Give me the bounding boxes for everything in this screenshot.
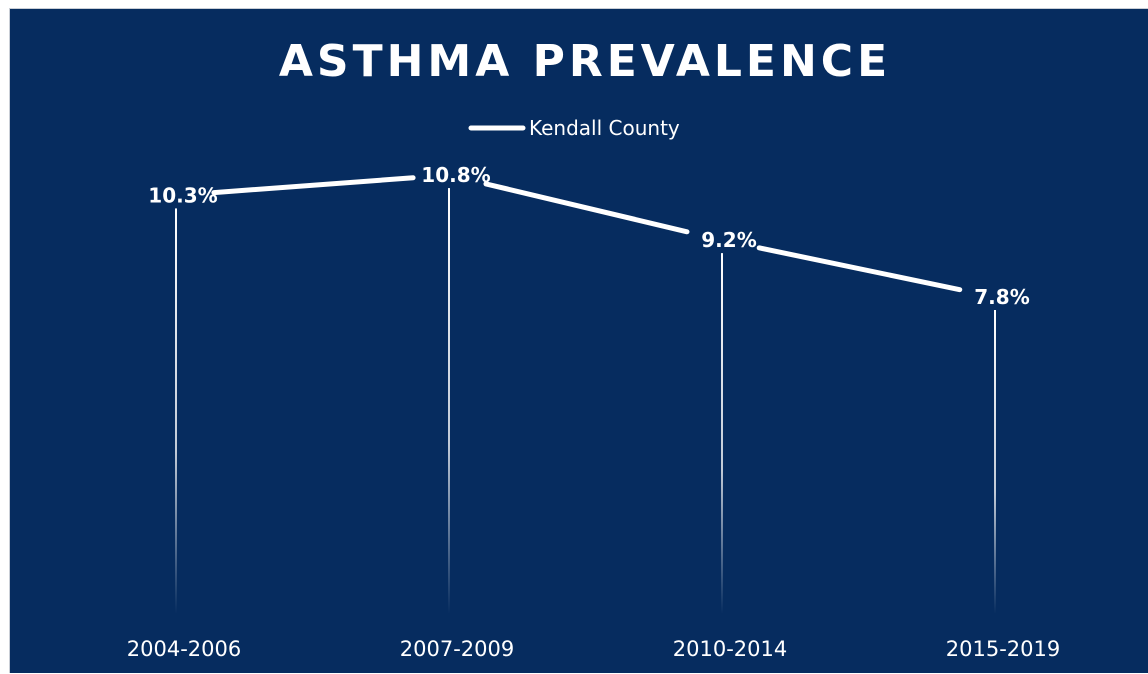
x-tick-label-2: 2007-2009 (400, 637, 514, 661)
legend: Kendall County (468, 116, 680, 140)
drop-line-2 (448, 188, 450, 614)
series-segment-3 (756, 245, 963, 293)
series-line (211, 175, 963, 293)
drop-line-4 (994, 310, 996, 614)
series-segment-1 (211, 175, 416, 196)
data-label-2: 10.8% (421, 163, 490, 187)
x-axis-ticks: 2004-2006 2007-2009 2010-2014 2015-2019 (127, 637, 1060, 661)
data-label-3: 9.2% (701, 228, 756, 252)
chart-area: ASTHMA PREVALENCE Kendall County 10.3% 10… (9, 8, 1148, 673)
legend-label-kendall-county: Kendall County (529, 116, 680, 140)
x-tick-label-3: 2010-2014 (673, 637, 787, 661)
drop-lines (175, 188, 996, 614)
data-label-1: 10.3% (148, 183, 217, 207)
series-segment-2 (483, 181, 690, 235)
chart-svg: ASTHMA PREVALENCE Kendall County 10.3%10… (127, 36, 1060, 661)
data-label-4: 7.8% (974, 285, 1029, 309)
data-labels: 10.3% 10.8% 9.2% 7.8% (148, 163, 1029, 309)
x-tick-label-1: 2004-2006 (127, 637, 241, 661)
drop-line-3 (721, 253, 723, 614)
drop-line-1 (175, 208, 177, 614)
chart-title: ASTHMA PREVALENCE (279, 36, 891, 87)
x-tick-label-4: 2015-2019 (946, 637, 1060, 661)
